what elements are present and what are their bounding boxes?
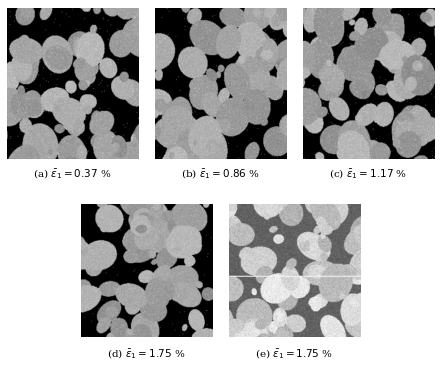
Text: (a) $\bar{\varepsilon}_1 = 0.37$ %: (a) $\bar{\varepsilon}_1 = 0.37$ % [33, 167, 112, 181]
Text: (b) $\bar{\varepsilon}_1 = 0.86$ %: (b) $\bar{\varepsilon}_1 = 0.86$ % [181, 167, 260, 181]
Text: (d) $\bar{\varepsilon}_1 = 1.75$ %: (d) $\bar{\varepsilon}_1 = 1.75$ % [107, 347, 186, 361]
Text: (e) $\bar{\varepsilon}_1 = 1.75$ %: (e) $\bar{\varepsilon}_1 = 1.75$ % [255, 347, 333, 361]
Text: (c) $\bar{\varepsilon}_1 = 1.17$ %: (c) $\bar{\varepsilon}_1 = 1.17$ % [329, 167, 408, 181]
